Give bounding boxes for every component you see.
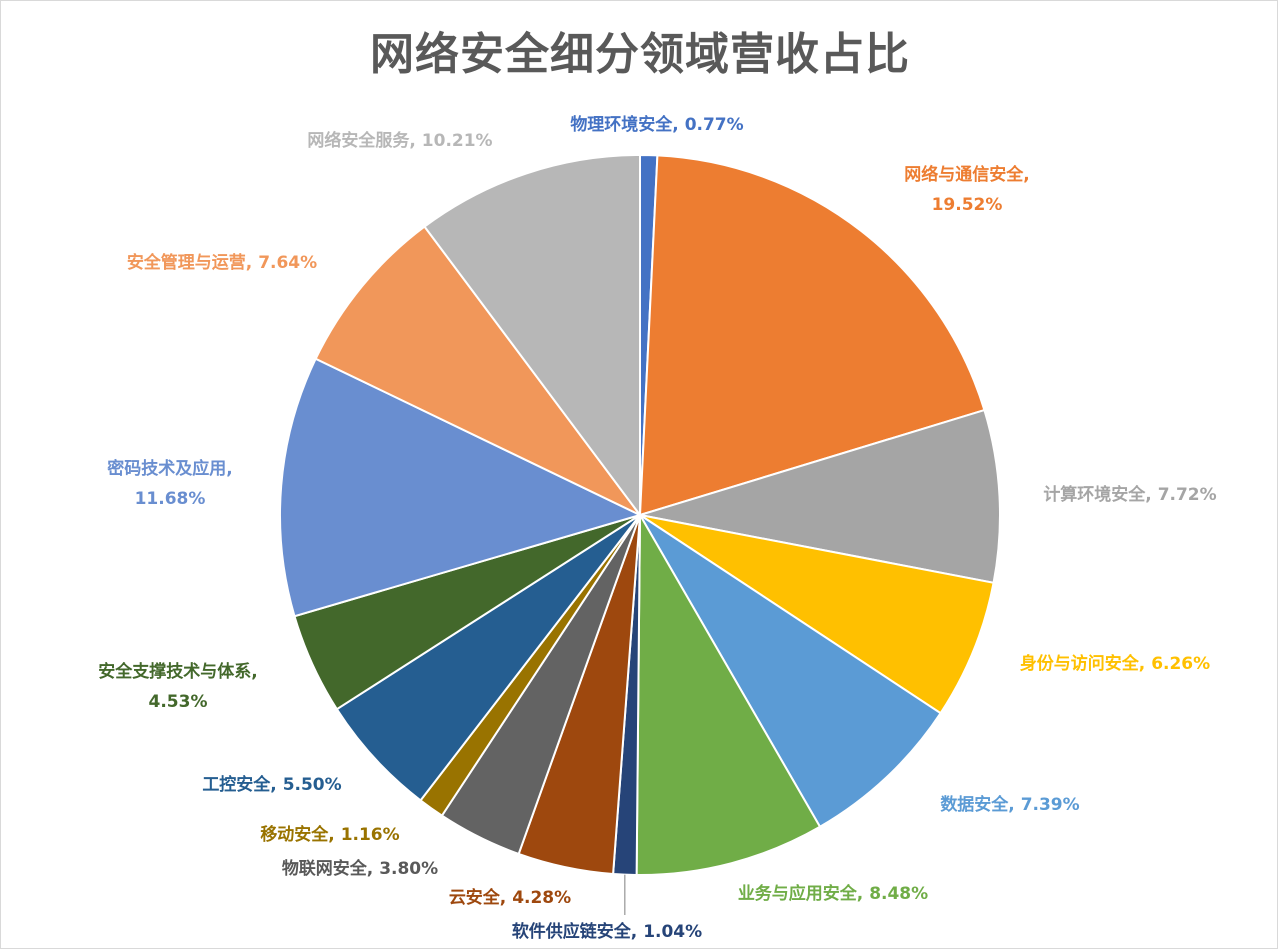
data-label: 密码技术及应用, 11.68% bbox=[107, 458, 232, 509]
pie-slice bbox=[639, 408, 1001, 584]
data-label: 业务与应用安全, 8.48% bbox=[738, 883, 928, 904]
pie-slice bbox=[635, 511, 822, 876]
data-label: 网络安全服务, 10.21% bbox=[307, 130, 492, 151]
data-label: 网络与通信安全, 19.52% bbox=[904, 164, 1029, 215]
data-label: 安全支撑技术与体系, 4.53% bbox=[98, 661, 257, 712]
data-label: 工控安全, 5.50% bbox=[202, 774, 341, 795]
data-label: 身份与访问安全, 6.26% bbox=[1020, 653, 1210, 674]
data-label: 物理环境安全, 0.77% bbox=[570, 114, 743, 135]
pie-slice bbox=[639, 514, 995, 715]
chart-title: 网络安全细分领域营收占比 bbox=[370, 29, 910, 80]
pie-slice bbox=[423, 153, 641, 519]
pie-slice bbox=[279, 357, 643, 618]
data-label: 云安全, 4.28% bbox=[449, 887, 571, 908]
data-label: 数据安全, 7.39% bbox=[940, 794, 1079, 815]
data-label: 物联网安全, 3.80% bbox=[282, 858, 438, 879]
pie-slice bbox=[639, 514, 942, 829]
data-label: 计算环境安全, 7.72% bbox=[1043, 484, 1216, 505]
pie-slice bbox=[638, 154, 986, 517]
data-label: 移动安全, 1.16% bbox=[260, 824, 399, 845]
pie-slice bbox=[314, 225, 641, 516]
data-label: 软件供应链安全, 1.04% bbox=[512, 921, 702, 942]
data-label: 安全管理与运营, 7.64% bbox=[127, 252, 317, 273]
